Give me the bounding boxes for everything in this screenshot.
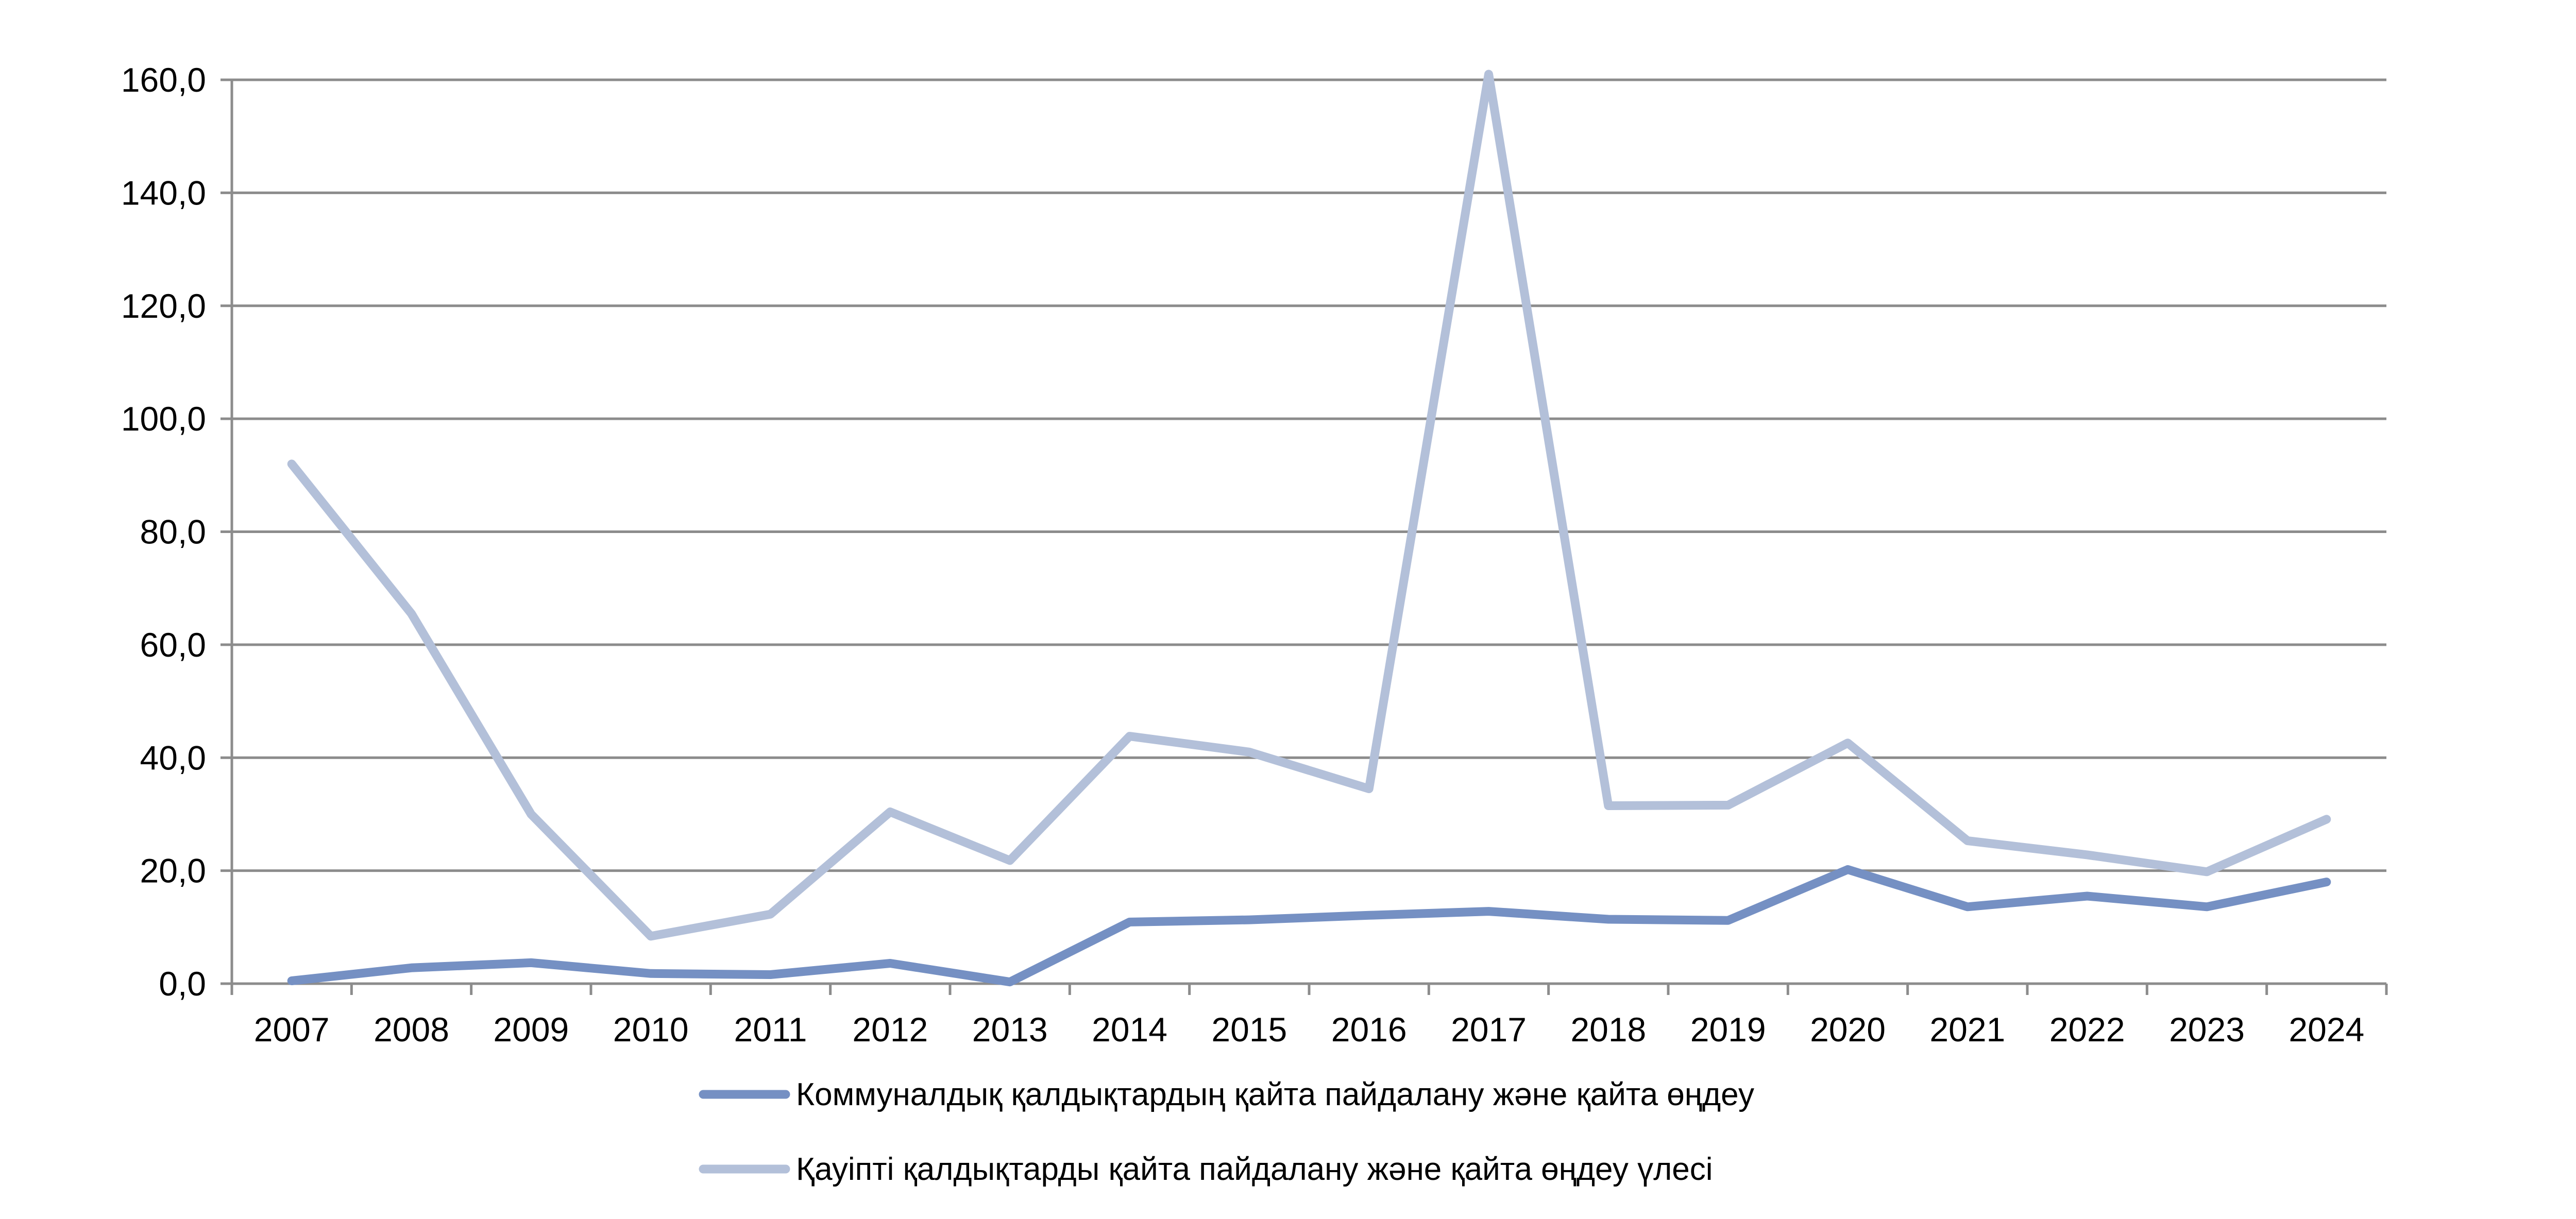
x-tick-label: 2022 <box>2049 1010 2125 1049</box>
y-tick-label: 40,0 <box>140 739 206 777</box>
x-tick-label: 2008 <box>374 1010 449 1049</box>
legend-label: Коммуналдық қалдықтардың қайта пайдалану… <box>796 1077 1754 1112</box>
series-lines <box>287 70 2331 987</box>
x-tick-label: 2020 <box>1810 1010 1886 1049</box>
x-tick-label: 2021 <box>1929 1010 2005 1049</box>
y-tick-labels: 0,0 20,0 40,0 60,0 80,0 100,0 120,0 140,0 160,0 <box>121 61 206 1003</box>
x-tick-label: 2009 <box>493 1010 569 1049</box>
x-tick-label: 2014 <box>1092 1010 1167 1049</box>
x-tick-label: 2015 <box>1211 1010 1287 1049</box>
gridlines <box>232 78 2386 872</box>
y-tick-label: 60,0 <box>140 626 206 664</box>
x-tick-label: 2024 <box>2289 1010 2364 1049</box>
x-tick-label: 2007 <box>254 1010 330 1049</box>
x-tick-label: 2019 <box>1690 1010 1766 1049</box>
legend: Коммуналдық қалдықтардың қайта пайдалану… <box>699 1077 1754 1187</box>
x-tick-label: 2023 <box>2169 1010 2245 1049</box>
y-tick-label: 80,0 <box>140 513 206 551</box>
x-tick-label: 2011 <box>734 1010 807 1049</box>
axes <box>221 78 2388 995</box>
x-tick-label: 2016 <box>1331 1010 1407 1049</box>
y-tick-label: 20,0 <box>140 852 206 890</box>
x-tick-label: 2018 <box>1570 1010 1646 1049</box>
y-tick-label: 160,0 <box>121 61 206 99</box>
series-line-2 <box>287 70 2331 941</box>
x-tick-label: 2012 <box>852 1010 928 1049</box>
x-tick-label: 2013 <box>972 1010 1048 1049</box>
y-tick-label: 140,0 <box>121 174 206 212</box>
x-tick-labels: 2007 2008 2009 2010 2011 2012 2013 2014 2015 2016… <box>254 1010 2364 1049</box>
y-tick-label: 100,0 <box>121 400 206 438</box>
x-tick-label: 2017 <box>1451 1010 1527 1049</box>
y-tick-label: 0,0 <box>159 965 206 1003</box>
legend-label: Қауіпті қалдықтарды қайта пайдалану және… <box>796 1152 1713 1187</box>
series-line-1 <box>287 865 2331 987</box>
y-tick-label: 120,0 <box>121 287 206 325</box>
x-tick-label: 2010 <box>613 1010 689 1049</box>
